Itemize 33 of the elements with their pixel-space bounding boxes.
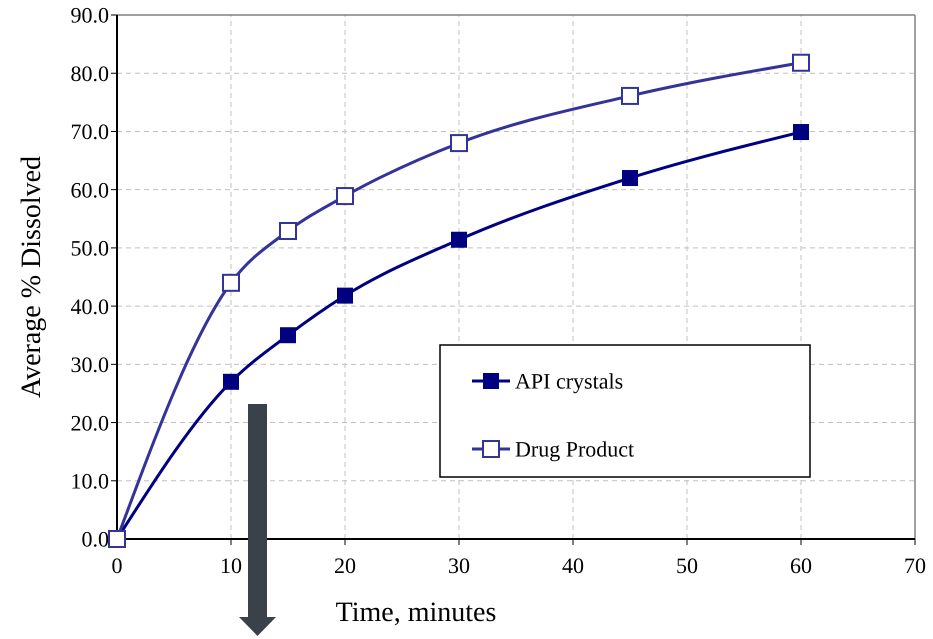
point — [337, 288, 353, 304]
x-tick-label: 30 — [448, 553, 470, 578]
x-tick-label: 20 — [334, 553, 356, 578]
y-tick-label: 90.0 — [70, 2, 109, 28]
y-tick-label: 0.0 — [82, 526, 109, 552]
x-tick-label: 10 — [220, 553, 242, 578]
x-tick-label: 60 — [790, 553, 812, 578]
point — [451, 232, 467, 248]
legend-label: Drug Product — [515, 436, 634, 462]
y-tick-label: 20.0 — [70, 410, 109, 436]
point — [621, 86, 639, 105]
y-axis-title: Average % Dissolved — [16, 156, 47, 398]
y-tick-label: 80.0 — [70, 60, 109, 86]
point — [336, 187, 354, 206]
point — [222, 274, 240, 292]
legend-label: API crystals — [515, 368, 624, 394]
point — [280, 327, 296, 344]
y-tick-label: 30.0 — [70, 352, 109, 378]
point — [450, 134, 468, 152]
point — [622, 170, 638, 186]
y-tick-label: 10.0 — [70, 468, 109, 494]
x-tick-label: 50 — [676, 553, 698, 578]
y-tick-label: 40.0 — [70, 294, 109, 319]
x-tick-label: 0 — [112, 553, 122, 578]
point — [223, 374, 239, 390]
point — [279, 222, 297, 240]
y-tick-label: 50.0 — [70, 236, 109, 261]
y-tick-label: 60.0 — [70, 177, 109, 202]
x-axis-title: Time, minutes — [336, 597, 496, 628]
y-tick-label: 70.0 — [70, 119, 109, 144]
point — [793, 124, 809, 140]
x-tick-label: 70 — [904, 553, 926, 578]
x-tick-label: 40 — [562, 553, 584, 578]
